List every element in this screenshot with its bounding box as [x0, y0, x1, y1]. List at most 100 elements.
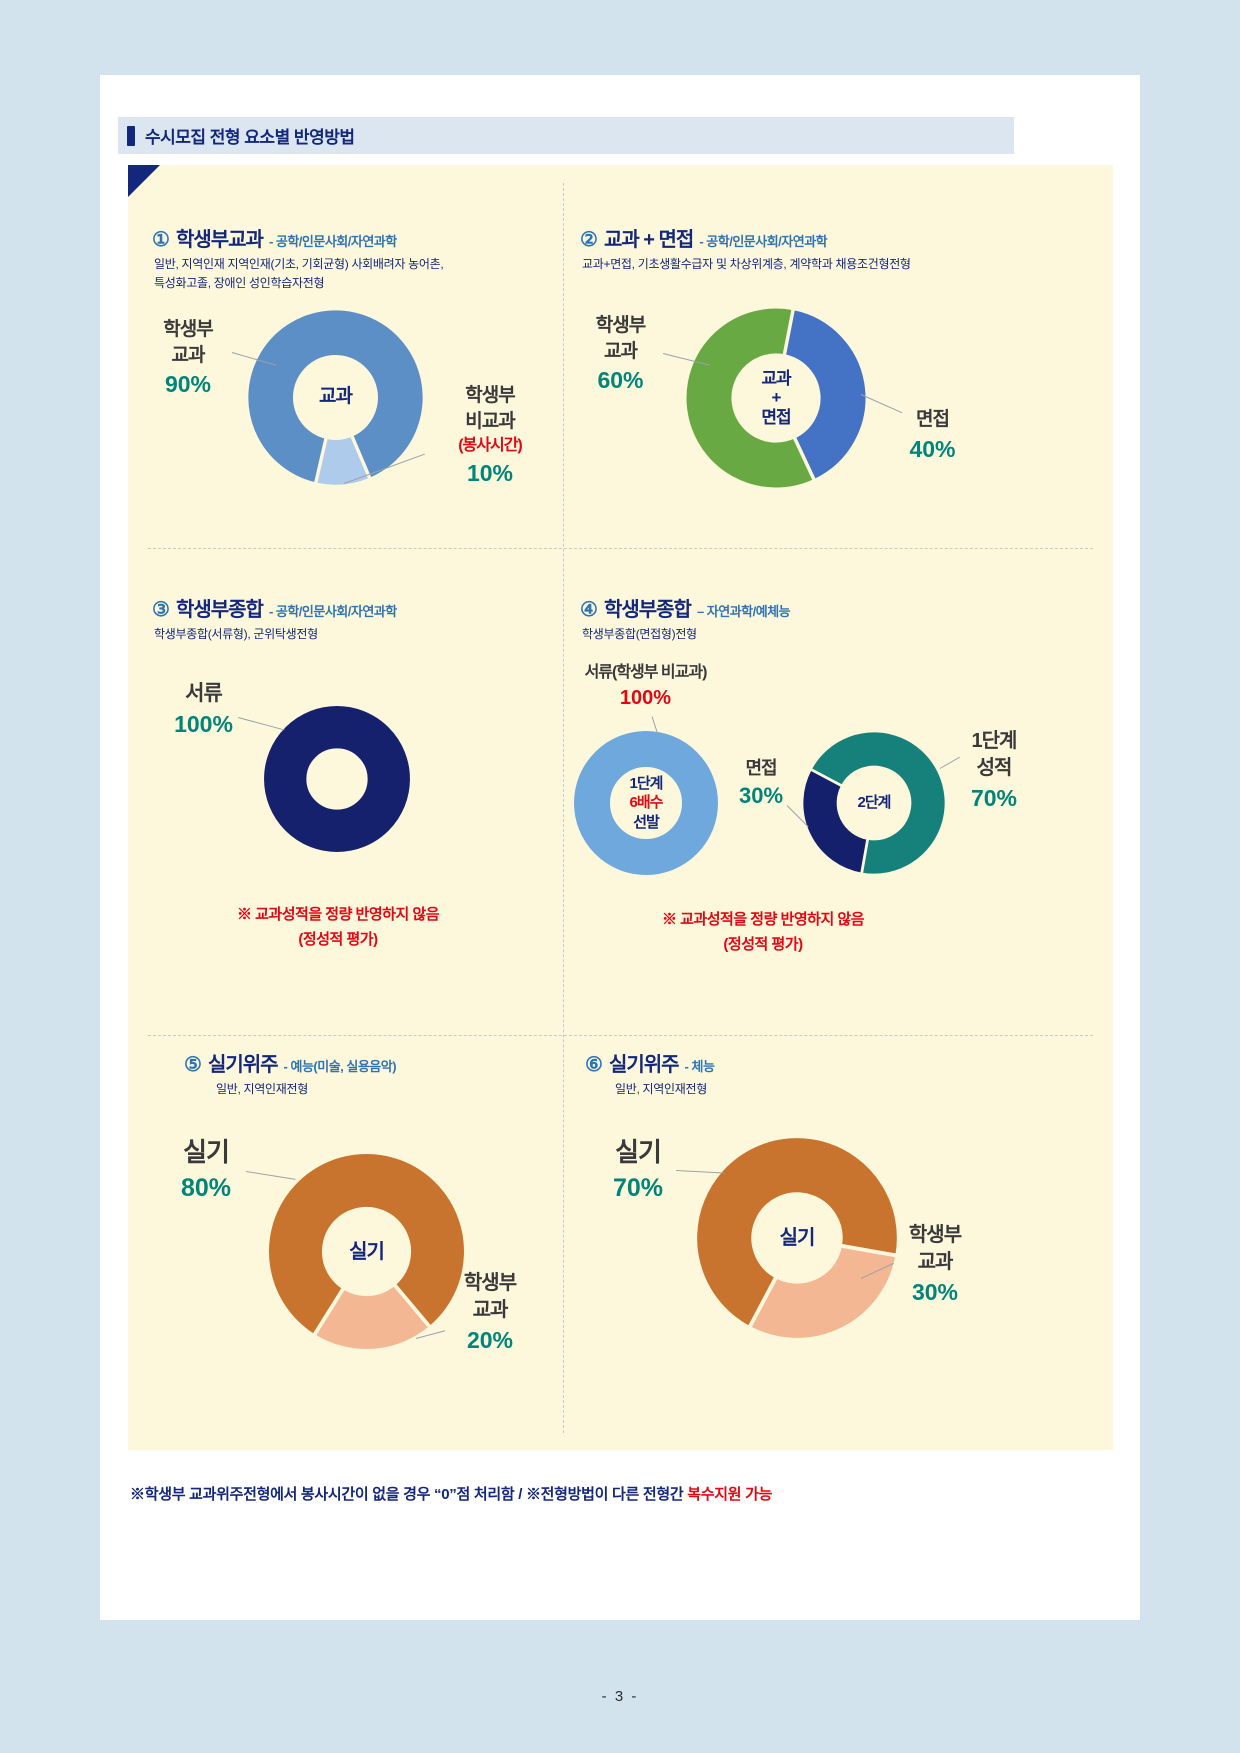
slice-label-left: 실기 70% — [593, 1135, 683, 1206]
section-title: ④ 학생부종합 – 자연과학/예체능 — [580, 593, 791, 622]
slice-label-text: 교과 — [917, 1251, 954, 1273]
section-title: ③ 학생부종합 - 공학/인문사회/자연과학 — [152, 593, 397, 622]
donut-chart-document-100 — [261, 703, 413, 855]
section-2-grades-plus-interview: ② 교과 + 면접 - 공학/인문사회/자연과학 교과+면접, 기초생활수급자 … — [563, 165, 1113, 548]
section-4-comprehensive-interview: ④ 학생부종합 – 자연과학/예체능 학생부종합(면접형)전형 서류(학생부 비… — [563, 548, 1113, 1035]
section-title: ⑥ 실기위주 - 체능 — [585, 1048, 715, 1077]
section-subtitle: 학생부종합(서류형), 군위탁생전형 — [154, 625, 318, 644]
section-number: ② — [580, 229, 598, 251]
note-line: (정성적 평가) — [723, 935, 803, 953]
footer-note: ※학생부 교과위주전형에서 봉사시간이 없을 경우 “0”점 처리함 / ※전형… — [130, 1483, 772, 1504]
donut-chart-stage2: 2단계 — [799, 728, 949, 878]
section-subtitle: 학생부종합(면접형)전형 — [582, 625, 697, 644]
section-6-practical-sports: ⑥ 실기위주 - 체능 일반, 지역인재전형 실기 70% 실기 — [563, 1035, 1113, 1450]
section-name: 학생부종합 — [175, 599, 264, 621]
section-3-comprehensive-document: ③ 학생부종합 - 공학/인문사회/자연과학 학생부종합(서류형), 군위탁생전… — [128, 548, 563, 1035]
subtitle-line: 일반, 지역인재전형 — [216, 1082, 308, 1096]
slice-label-text: 교과 — [472, 1299, 509, 1321]
slice-label-text: 비교과 — [465, 410, 515, 432]
note-line: ※ 교과성적을 정량 반영하지 않음 — [236, 906, 440, 923]
slice-label-text: 학생부 — [908, 1224, 962, 1246]
slice-label-right: 학생부 교과 30% — [885, 1222, 985, 1309]
subtitle-line: 교과+면접, 기초생활수급자 및 차상위계층, 계약학과 채용조건형전형 — [582, 257, 911, 271]
section-title: ② 교과 + 면접 - 공학/인문사회/자연과학 — [580, 223, 828, 252]
slice-label-left: 실기 80% — [156, 1135, 256, 1206]
section-subtitle: 일반, 지역인재 지역인재(기초, 기회균형) 사회배려자 농어촌, 특성화고졸… — [154, 255, 444, 292]
section-name: 교과 + 면접 — [603, 229, 694, 251]
note-line: (정성적 평가) — [298, 930, 378, 948]
section-title: ⑤ 실기위주 - 예능(미술, 실용음악) — [184, 1048, 397, 1077]
charts-panel: ① 학생부교과 - 공학/인문사회/자연과학 일반, 지역인재 지역인재(기초,… — [128, 165, 1113, 1450]
page-number: - 3 - — [601, 1688, 639, 1705]
slice-label-text: 면접 — [916, 409, 950, 430]
percent-value: 100% — [174, 711, 233, 738]
divider-vertical — [563, 183, 564, 1433]
section-number: ① — [152, 229, 170, 251]
section-title: ① 학생부교과 - 공학/인문사회/자연과학 — [152, 223, 397, 252]
slice-label-text: 성적 — [976, 757, 1013, 779]
section-suffix: - 예능(미술, 실용음악) — [283, 1059, 397, 1074]
percent-value: 30% — [738, 783, 784, 809]
slice-label-left: 학생부 교과 90% — [138, 317, 238, 402]
section-header-bar: 수시모집 전형 요소별 반영방법 — [118, 117, 1014, 154]
section-suffix: – 자연과학/예체능 — [696, 604, 791, 619]
header-bullet-icon — [127, 125, 135, 146]
percent-value: 60% — [597, 367, 644, 394]
section-suffix: - 공학/인문사회/자연과학 — [268, 234, 397, 249]
slice-label-text: 학생부 — [465, 385, 515, 406]
slice-label-text: 실기 — [183, 1137, 230, 1167]
section-5-practical-arts: ⑤ 실기위주 - 예능(미술, 실용음악) 일반, 지역인재전형 실기 80% … — [128, 1035, 563, 1450]
section-subtitle: 일반, 지역인재전형 — [216, 1080, 308, 1099]
divider-horizontal — [148, 1035, 1093, 1036]
chart-area: 학생부 교과 60% 교과 + 면접 면접 40% — [563, 295, 1113, 548]
evaluation-note: ※ 교과성적을 정량 반영하지 않음 (정성적 평가) — [593, 908, 933, 958]
section-suffix: - 체능 — [684, 1059, 715, 1074]
section-number: ⑤ — [184, 1054, 202, 1076]
slice-label-text: 실기 — [615, 1137, 662, 1167]
chart-area: 실기 80% 실기 학생부 교과 20% — [128, 1120, 563, 1445]
slice-label-text: 교과 — [171, 344, 206, 366]
slice-label-text: 학생부 — [463, 1272, 517, 1294]
slice-label-text: 1단계 — [971, 730, 1018, 752]
stage1-slice-label: 서류(학생부 비교과) 100% — [563, 662, 728, 713]
footer-note-highlight: 복수지원 가능 — [687, 1486, 773, 1503]
section-name: 학생부종합 — [603, 599, 692, 621]
section-number: ⑥ — [585, 1054, 603, 1076]
percent-value: 20% — [466, 1327, 514, 1353]
percent-value: 70% — [612, 1174, 664, 1203]
percent-value: 40% — [909, 435, 956, 462]
slice-label-text: 서류 — [185, 682, 223, 705]
percent-value: 90% — [164, 371, 212, 398]
slice-label-left: 학생부 교과 60% — [568, 313, 673, 398]
slice-label-text: 학생부 — [595, 315, 646, 336]
subtitle-line: 일반, 지역인재 지역인재(기초, 기회균형) 사회배려자 농어촌, — [154, 257, 444, 271]
footer-note-main: ※학생부 교과위주전형에서 봉사시간이 없을 경우 “0”점 처리함 / ※전형… — [130, 1486, 688, 1503]
section-name: 실기위주 — [608, 1054, 680, 1076]
evaluation-note: ※ 교과성적을 정량 반영하지 않음 (정성적 평가) — [183, 903, 493, 953]
percent-value: 30% — [911, 1279, 959, 1305]
slice-label-right: 학생부 교과 20% — [440, 1270, 540, 1357]
document-page: 수시모집 전형 요소별 반영방법 ① 학생부교과 - 공학/인문사회/자연과학 … — [100, 75, 1140, 1620]
subtitle-line: 학생부종합(면접형)전형 — [582, 627, 697, 641]
slice-label-text: 학생부 — [163, 319, 213, 340]
subtitle-line: 특성화고졸, 장애인 성인학습자전형 — [154, 275, 325, 290]
percent-value: 80% — [180, 1174, 232, 1203]
volunteer-hours-note: (봉사시간) — [458, 437, 523, 455]
note-line: ※ 교과성적을 정량 반영하지 않음 — [661, 911, 865, 928]
section-suffix: - 공학/인문사회/자연과학 — [699, 234, 828, 249]
section-subtitle: 일반, 지역인재전형 — [615, 1080, 707, 1099]
chart-area: 서류 100% — [128, 668, 563, 908]
slice-label-text: 교과 — [604, 340, 638, 362]
donut-chart-stage1: 1단계 6배수 선발 — [571, 728, 721, 878]
donut-chart-grades-interview: 교과 + 면접 — [681, 303, 871, 493]
section-name: 실기위주 — [207, 1054, 279, 1076]
percent-value: 10% — [466, 460, 514, 487]
slice-label-left: 서류 100% — [156, 680, 251, 742]
divider-horizontal — [148, 548, 1093, 549]
donut-chart-practical-arts: 실기 — [263, 1148, 470, 1355]
subtitle-line: 일반, 지역인재전형 — [615, 1082, 707, 1096]
section-number: ③ — [152, 599, 170, 621]
section-suffix: - 공학/인문사회/자연과학 — [268, 604, 397, 619]
chart-area: 학생부 교과 90% 교과 학생부 비교과 (봉사시간) 10% — [128, 295, 563, 548]
corner-fold-decoration — [128, 165, 160, 197]
